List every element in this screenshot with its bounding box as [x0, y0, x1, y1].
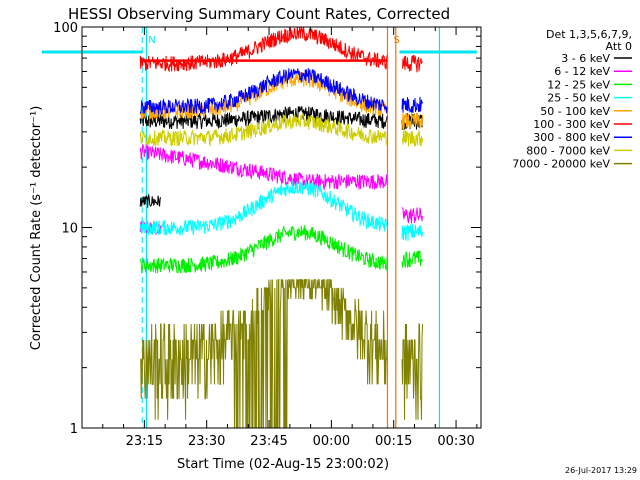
legend-label-50-100-kev: 50 - 100 keV: [540, 105, 610, 118]
series-7000-20000-kev-resume: [401, 323, 423, 420]
series-800-7000-kev: [139, 112, 388, 147]
series-3-6-kev-resume: [401, 112, 423, 131]
x-tick-label-00:30: 00:30: [437, 434, 474, 449]
series-6-12-kev: [139, 143, 388, 191]
series-300-800-kev-resume: [401, 96, 423, 114]
y-tick-label-10: 10: [61, 222, 78, 237]
series-3-6-kev-extra: [139, 193, 162, 208]
legend-label-25-50-kev: 25 - 50 keV: [547, 92, 610, 105]
legend-label-3-6-kev: 3 - 6 keV: [561, 52, 610, 65]
x-tick-label-00:00: 00:00: [313, 434, 350, 449]
legend-label-800-7000-kev: 800 - 7000 keV: [526, 144, 610, 157]
marker-label-S: S: [393, 35, 399, 46]
x-tick-label-23:15: 23:15: [126, 434, 163, 449]
axes: 23:15 23:30 23:45 00:00 00:15 00:30 1 10 100: [53, 21, 482, 449]
timestamp-label: 26-Jul-2017 13:29: [565, 466, 637, 475]
x-tick-label-00:15: 00:15: [375, 434, 412, 449]
series-300-800-kev: [139, 68, 388, 116]
legend-label-12-25-kev: 12 - 25 keV: [547, 78, 610, 91]
series-25-50-kev: [139, 179, 388, 236]
series-12-25-kev: [139, 225, 388, 274]
x-tick-label-23:30: 23:30: [188, 434, 225, 449]
legend-label-6-12-kev: 6 - 12 keV: [554, 65, 610, 78]
series-12-25-kev-resume: [401, 250, 423, 268]
y-tick-label-100: 100: [53, 21, 78, 36]
series-100-300-kev-resume: [401, 54, 423, 73]
series-50-100-kev-resume: [401, 112, 423, 131]
x-axis-label: Start Time (02-Aug-15 23:00:02): [177, 457, 389, 472]
legend-header-1: Att 0: [606, 40, 632, 53]
series-7000-20000-kev: [140, 279, 388, 428]
y-axis-label: Corrected Count Rate (s⁻¹ detector⁻¹): [29, 106, 44, 351]
series-800-7000-kev-resume: [401, 130, 423, 147]
series-100-300-kev: [139, 27, 388, 73]
chart-title: HESSI Observing Summary Count Rates, Cor…: [68, 5, 450, 23]
series-25-50-kev-resume: [401, 224, 423, 241]
series-6-12-kev-resume: [401, 207, 423, 225]
legend-header-0: Det 1,3,5,6,7,9,: [546, 28, 632, 41]
y-tick-label-1: 1: [70, 422, 78, 437]
x-tick-label-23:45: 23:45: [250, 434, 287, 449]
legend-label-300-800-kev: 300 - 800 keV: [533, 131, 610, 144]
legend-label-7000-20000-kev: 7000 - 20000 keV: [512, 158, 610, 171]
legend-label-100-300-kev: 100 - 300 keV: [533, 118, 610, 131]
data-series-group: [139, 27, 441, 428]
marker-label-N: N: [148, 35, 155, 46]
